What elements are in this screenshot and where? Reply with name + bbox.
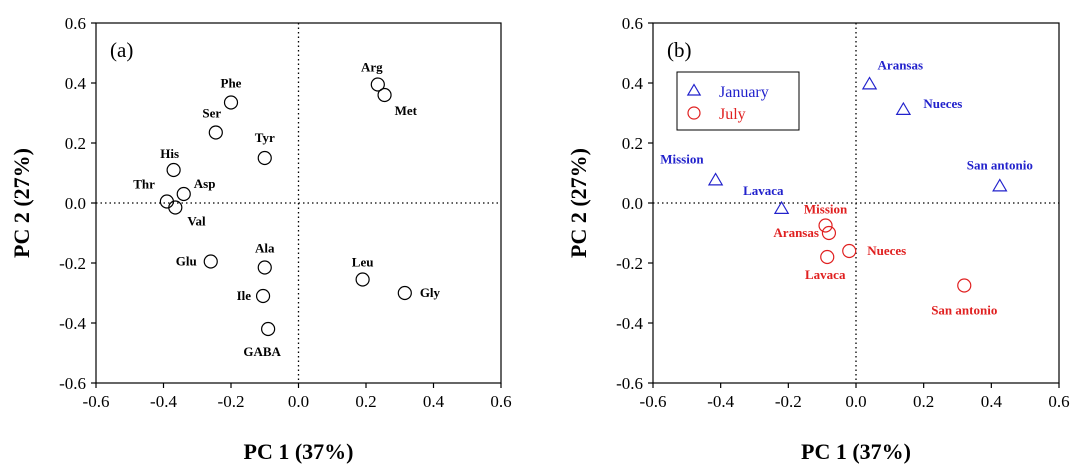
data-point-triangle	[773, 200, 790, 214]
point-label: San antonio	[967, 158, 1033, 173]
y-tick-label: -0.2	[616, 254, 643, 273]
data-point-circle	[223, 95, 239, 110]
y-tick-label: 0.2	[65, 134, 86, 153]
point-label: Ile	[237, 288, 252, 303]
panel-label: (a)	[110, 38, 133, 62]
x-tick-label: 0.0	[288, 392, 309, 411]
x-tick-label: -0.4	[150, 392, 177, 411]
y-tick-label: 0.0	[65, 194, 86, 213]
point-label: Nueces	[867, 243, 906, 258]
x-tick-label: -0.2	[775, 392, 802, 411]
legend-marker-circle	[687, 106, 701, 120]
point-label: Asp	[194, 176, 216, 191]
data-point-circle	[397, 285, 412, 301]
data-point-circle	[261, 321, 276, 337]
point-label: Leu	[352, 255, 374, 270]
data-point-circle	[370, 77, 385, 92]
data-point-circle	[818, 218, 833, 233]
point-label: Val	[187, 214, 206, 229]
point-label: Met	[395, 103, 418, 118]
y-tick-label: 0.4	[622, 74, 644, 93]
x-tick-label: -0.6	[640, 392, 667, 411]
x-tick-label: 0.0	[845, 392, 866, 411]
point-label: Lavaca	[805, 267, 846, 282]
y-tick-label: -0.6	[59, 374, 86, 393]
x-axis-title: PC 1 (37%)	[244, 439, 354, 464]
y-axis-title: PC 2 (27%)	[9, 148, 34, 258]
x-tick-label: -0.6	[83, 392, 110, 411]
point-label: Gly	[420, 285, 441, 300]
y-tick-label: 0.6	[622, 14, 643, 33]
data-point-circle	[176, 186, 191, 202]
y-tick-label: 0.2	[622, 134, 643, 153]
point-label: Aransas	[878, 58, 924, 73]
data-point-circle	[820, 249, 835, 265]
data-point-circle	[255, 288, 271, 304]
x-axis-title: PC 1 (37%)	[801, 439, 911, 464]
point-label: Lavaca	[743, 183, 784, 198]
data-point-circle	[957, 278, 972, 293]
y-axis-title: PC 2 (27%)	[566, 148, 591, 258]
point-label: Ala	[255, 241, 275, 256]
point-label: Mission	[804, 202, 848, 217]
y-tick-label: 0.6	[65, 14, 86, 33]
data-point-circle	[203, 254, 218, 269]
x-tick-label: 0.4	[981, 392, 1003, 411]
legend-label: January	[719, 84, 769, 101]
point-label: Mission	[660, 152, 704, 167]
data-point-triangle	[895, 101, 912, 115]
x-tick-label: 0.2	[355, 392, 376, 411]
data-point-circle	[159, 194, 174, 209]
point-label: Arg	[361, 60, 383, 75]
point-label: Aransas	[773, 225, 819, 240]
data-point-circle	[842, 243, 857, 259]
point-label: GABA	[243, 344, 281, 359]
data-point-circle	[355, 272, 370, 287]
legend-box	[676, 71, 800, 131]
x-tick-label: -0.4	[707, 392, 734, 411]
x-tick-label: 0.4	[423, 392, 445, 411]
legend-label: July	[719, 106, 746, 123]
data-point-triangle	[707, 172, 724, 186]
panel-label: (b)	[667, 38, 692, 62]
point-label: His	[160, 146, 179, 161]
data-point-circle	[257, 150, 272, 166]
point-label: San antonio	[931, 303, 997, 318]
y-tick-label: -0.4	[616, 314, 643, 333]
point-label: Phe	[221, 76, 242, 91]
point-label: Glu	[176, 254, 197, 269]
data-point-triangle	[992, 178, 1008, 192]
data-point-circle	[166, 162, 181, 178]
point-label: Nueces	[923, 96, 962, 111]
point-label: Ser	[202, 106, 221, 121]
x-tick-label: 0.6	[1048, 392, 1069, 411]
data-point-triangle	[861, 76, 878, 90]
point-label: Tyr	[255, 130, 275, 145]
y-tick-label: -0.6	[616, 374, 643, 393]
data-point-circle	[377, 87, 392, 103]
y-tick-label: 0.0	[622, 194, 643, 213]
point-label: Thr	[133, 177, 155, 192]
x-tick-label: -0.2	[218, 392, 245, 411]
x-tick-label: 0.2	[913, 392, 934, 411]
data-point-circle	[821, 225, 837, 241]
data-point-circle	[168, 200, 183, 215]
y-tick-label: -0.2	[59, 254, 86, 273]
legend-marker-triangle	[686, 83, 702, 96]
data-point-circle	[257, 260, 272, 275]
x-tick-label: 0.6	[490, 392, 511, 411]
y-tick-label: 0.4	[65, 74, 87, 93]
data-point-circle	[208, 125, 223, 140]
y-tick-label: -0.4	[59, 314, 86, 333]
